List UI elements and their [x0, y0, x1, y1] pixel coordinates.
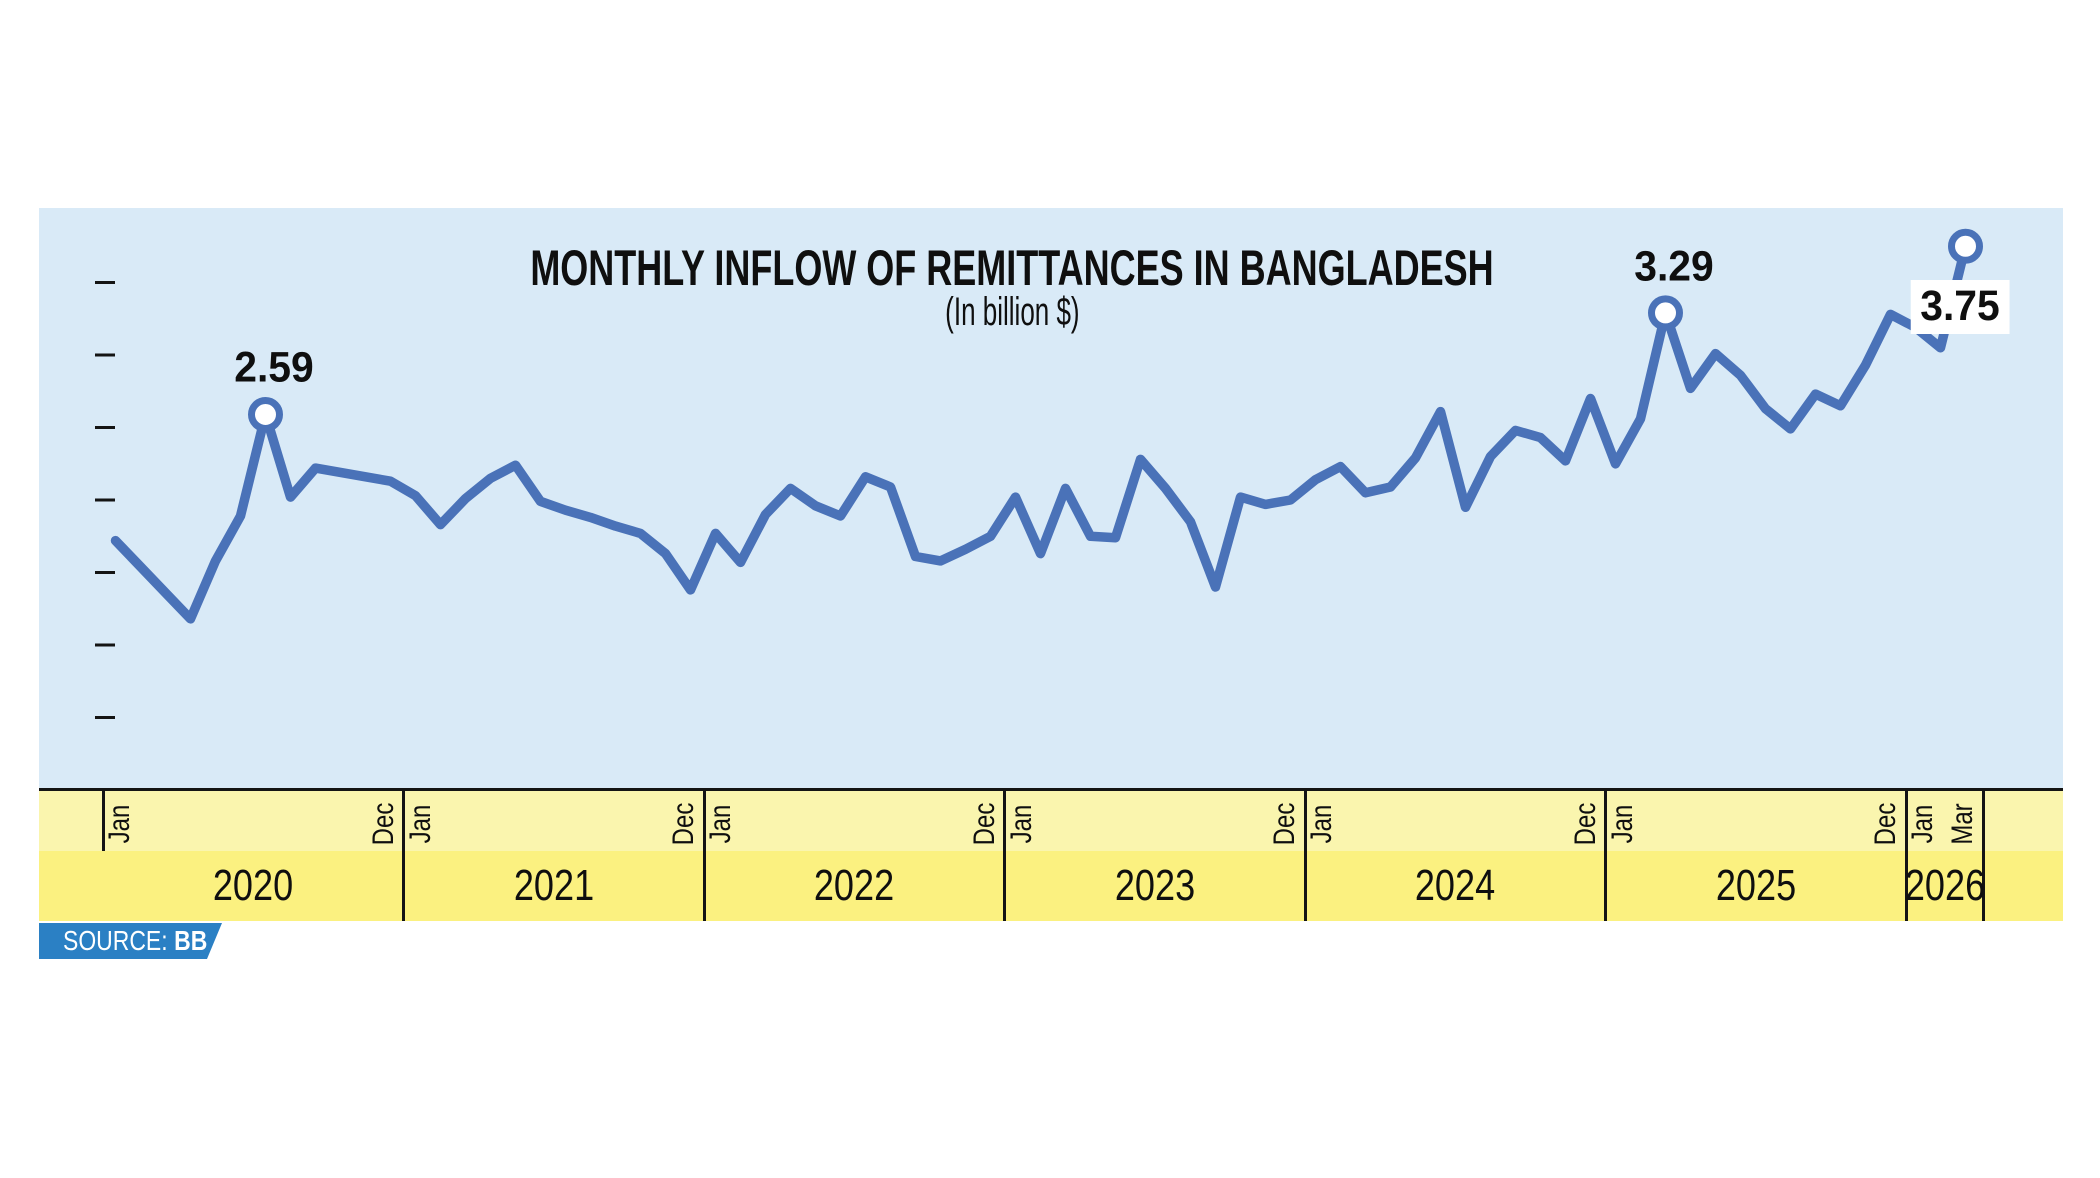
source-text: SOURCE: BB	[63, 925, 207, 957]
chart-title-text: MONTHLY INFLOW OF REMITTANCES IN BANGLAD…	[530, 240, 1494, 296]
x-axis-line	[39, 788, 2063, 791]
year-axis-band	[39, 851, 2063, 921]
source-label: SOURCE:	[63, 925, 168, 956]
chart-title: MONTHLY INFLOW OF REMITTANCES IN BANGLAD…	[39, 240, 1985, 296]
chart-subtitle: (In billion $)	[39, 291, 1985, 333]
month-axis-band	[39, 791, 2063, 851]
source-ribbon: SOURCE: BB	[39, 923, 222, 959]
chart-subtitle-text: (In billion $)	[944, 290, 1080, 334]
title-block: MONTHLY INFLOW OF REMITTANCES IN BANGLAD…	[39, 240, 1985, 333]
source-value: BB	[174, 925, 208, 956]
